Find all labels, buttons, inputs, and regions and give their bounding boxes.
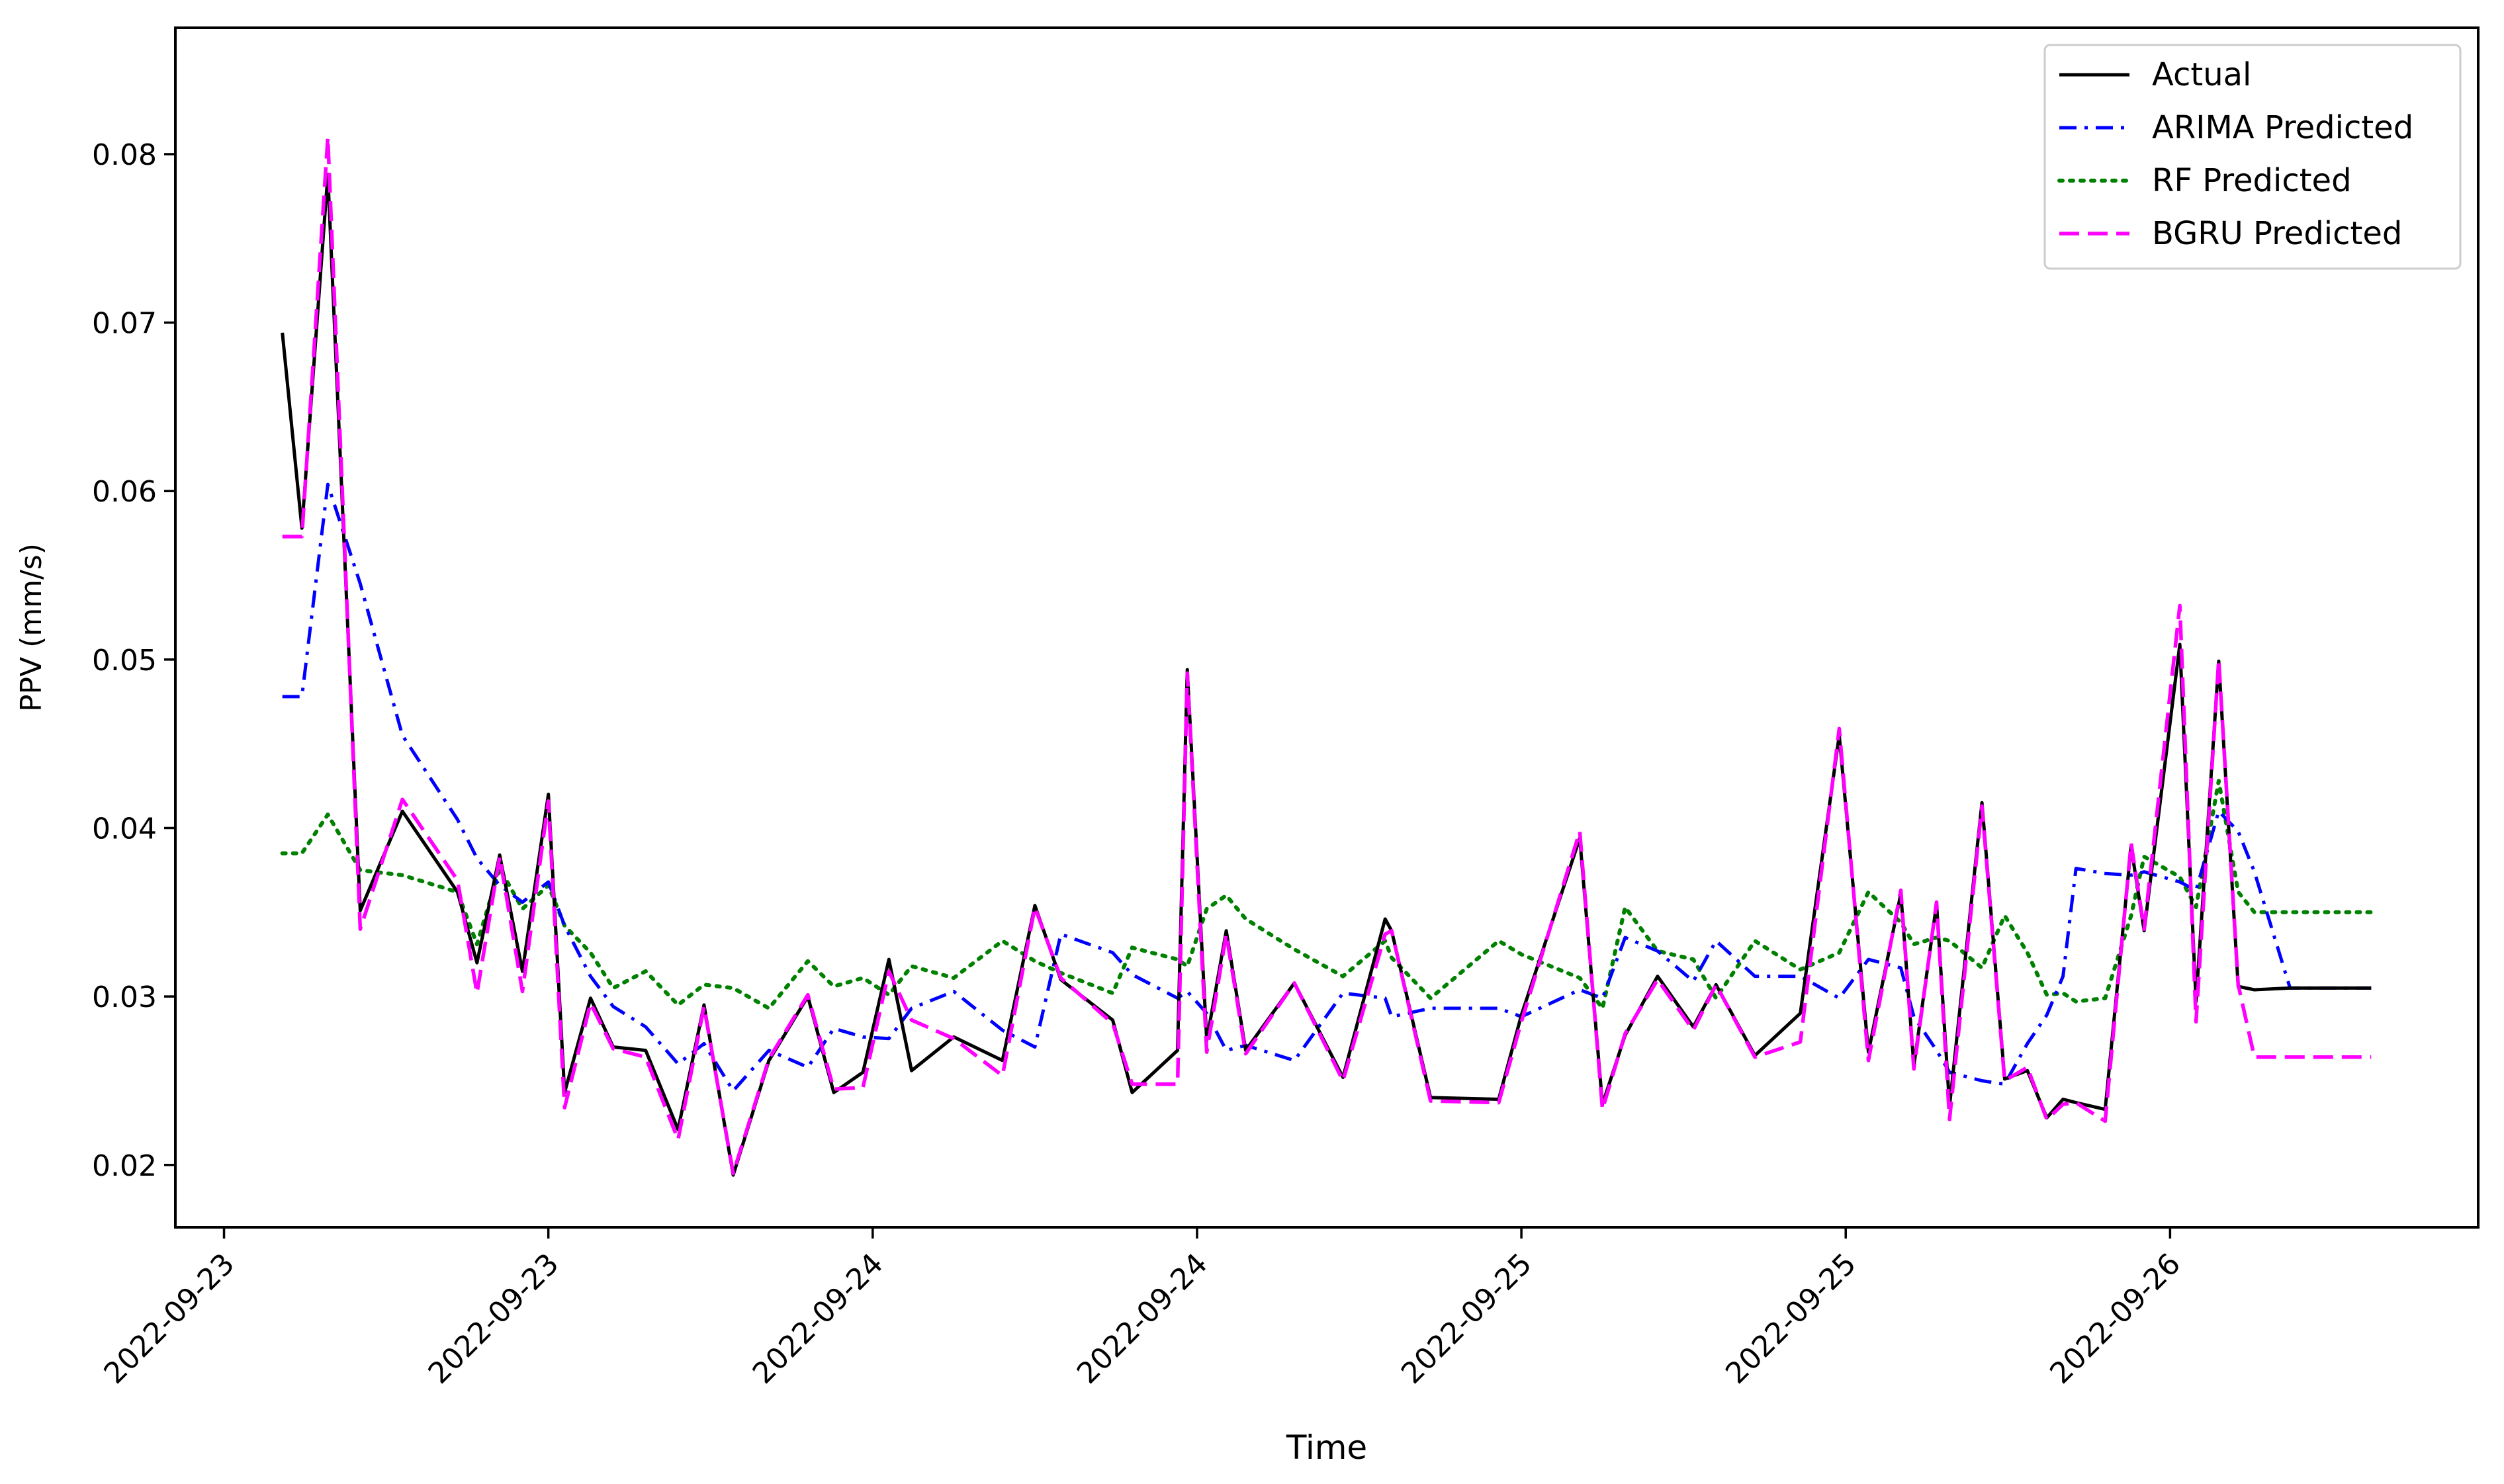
y-axis: 0.02 0.03 0.04 0.05 0.06 0.07 0.08: [92, 138, 175, 1183]
y-tick-label: 0.07: [92, 307, 157, 341]
series-line-bgru-predicted: [282, 135, 2372, 1176]
series-layer: [280, 135, 2374, 1177]
x-tick-label: 2022-09-24: [1071, 1247, 1214, 1391]
y-tick-label: 0.04: [92, 812, 157, 846]
x-tick-label: 2022-09-24: [746, 1247, 890, 1391]
x-tick-label: 2022-09-25: [1719, 1247, 1863, 1391]
legend-label: ARIMA Predicted: [2152, 109, 2413, 146]
legend-label: RF Predicted: [2152, 162, 2352, 199]
y-tick-label: 0.03: [92, 981, 157, 1014]
x-tick-label: 2022-09-25: [1395, 1247, 1539, 1391]
series-line-actual: [281, 173, 2372, 1177]
x-tick-label: 2022-09-23: [97, 1247, 241, 1391]
y-axis-label: PPV (mm/s): [15, 543, 48, 712]
series-line-arima-predicted: [282, 482, 2372, 1093]
x-axis: 2022-09-23 2022-09-23 2022-09-24 2022-09-24…: [97, 1227, 2187, 1391]
legend: Actual ARIMA Predicted RF Predicted BGRU Pr…: [2043, 44, 2462, 270]
x-axis-label: Time: [1286, 1428, 1367, 1467]
legend-box: [2043, 44, 2462, 270]
legend-label: Actual: [2152, 56, 2251, 93]
y-tick-label: 0.06: [92, 475, 157, 509]
legend-label: BGRU Predicted: [2152, 215, 2402, 252]
y-tick-label: 0.05: [92, 644, 157, 677]
plot-area-frame: [174, 26, 2480, 1229]
series-line-rf-predicted: [280, 779, 2374, 1010]
y-tick-label: 0.08: [92, 138, 157, 172]
y-tick-label: 0.02: [92, 1149, 157, 1183]
x-tick-label: 2022-09-23: [422, 1247, 566, 1391]
x-tick-label: 2022-09-26: [2043, 1247, 2187, 1391]
